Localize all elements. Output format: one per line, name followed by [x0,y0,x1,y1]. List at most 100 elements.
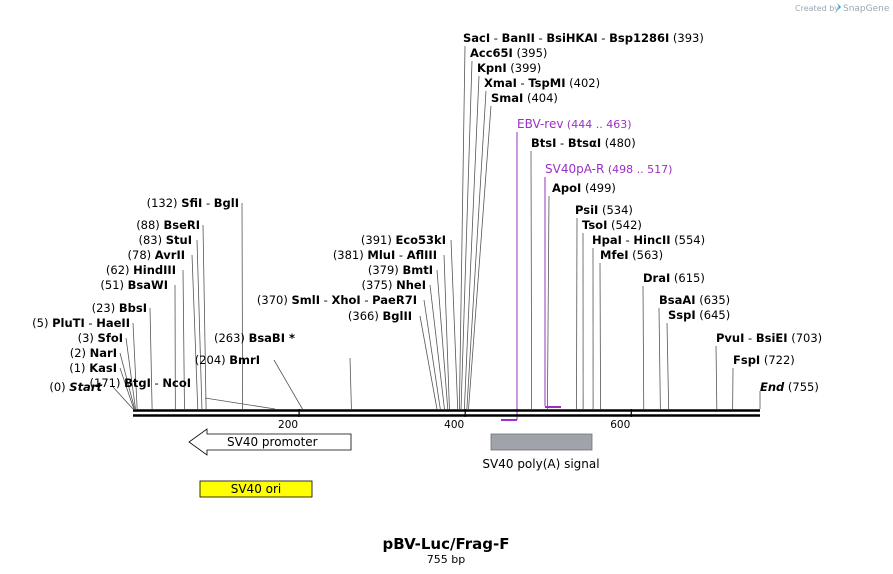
site-label[interactable]: (51) BsaWI [100,278,168,292]
site-label[interactable]: (171) BtgI - NcoI [90,376,191,390]
site-labels: (1) KasI(2) NarI(3) SfoI(5) PluTI - HaeI… [32,31,822,394]
site-label[interactable]: ApoI (499) [552,181,616,195]
site-label[interactable]: (132) SfiI - BglI [147,196,239,210]
snapgene-logo-icon [837,3,841,11]
connector-line [666,322,670,410]
site-label[interactable]: FspI (722) [733,353,795,367]
site-label[interactable]: BsaAI (635) [659,293,730,307]
site-label[interactable]: (3) SfoI [78,331,123,345]
site-label[interactable]: HpaI - HincII (554) [592,233,705,247]
site-label[interactable]: (88) BseRI [136,218,200,232]
enzyme-bgli: BglI [214,196,239,210]
enzyme-tsoi: TsoI [582,218,607,232]
site-label[interactable]: SmaI (404) [491,91,558,105]
site-label[interactable]: (375) NheI [362,278,426,292]
connector-line [715,345,718,410]
site-label[interactable]: (379) BmtI [368,263,433,277]
connector-line [191,254,199,410]
connector-line [202,224,207,410]
site-label[interactable]: PsiI (534) [575,203,633,217]
site-label[interactable]: (391) Eco53kI [361,233,446,247]
site-label[interactable]: (1) KasI [69,361,117,375]
site-position: (51) [100,278,127,292]
primer-label[interactable]: EBV-rev (444 .. 463) [517,117,632,131]
site-position: (404) [523,91,558,105]
sv40-polya-feature[interactable]: SV40 poly(A) signal [482,433,600,471]
sv40-polya-label: SV40 poly(A) signal [482,457,599,471]
sv40-ori-feature[interactable]: SV40 ori [199,480,313,498]
site-label[interactable]: TsoI (542) [582,218,642,232]
site-label[interactable]: (83) StuI [138,233,192,247]
site-label[interactable]: (62) HindIII [106,263,176,277]
site-label[interactable]: XmaI - TspMI (402) [484,76,600,90]
site-position: (703) [788,331,823,345]
enzyme-pluti: PluTI [52,316,85,330]
connector-line [450,239,459,410]
enzyme-kpni: KpnI [477,61,507,75]
enzyme-bsaai: BsaAI [659,293,696,307]
site-position: (3) [78,331,98,345]
enzyme-banii: BanII [502,31,535,45]
connector-line [119,352,136,410]
site-position: (393) [669,31,704,45]
site-separator: - [517,76,528,90]
site-position: (5) [32,316,52,330]
site-label[interactable]: (263) BsaBI * [214,331,295,345]
connector-line [458,45,466,410]
sv40-promoter-label: SV40 promoter [227,435,318,449]
enzyme-smai: SmaI [491,91,523,105]
site-separator: - [151,376,162,390]
site-position: (499) [581,181,616,195]
site-separator: - [490,31,501,45]
site-label[interactable]: PvuI - BsiEI (703) [716,331,822,345]
site-separator: - [535,31,546,45]
site-separator: - [744,331,755,345]
site-label[interactable]: (381) MluI - AflIII [333,248,437,262]
site-label[interactable]: (366) BglII [348,309,412,323]
connector-line [149,307,153,410]
connector-line [182,269,185,410]
site-position: (722) [760,353,795,367]
enzyme-nari: NarI [90,346,117,360]
enzyme-psii: PsiI [575,203,598,217]
enzyme-sfii: SfiI [181,196,202,210]
site-position: (645) [696,308,731,322]
site-label[interactable]: SacI - BanII - BsiHKAI - Bsp1286I (393) [463,31,704,45]
site-position: (88) [136,218,163,232]
connector-line [204,397,276,410]
connector-line [423,299,441,410]
connector-line [468,105,492,410]
connector-line [599,262,601,410]
site-label[interactable]: MfeI (563) [600,248,663,262]
site-position: (542) [607,218,642,232]
primer-range: (444 .. 463) [563,118,631,131]
site-label[interactable]: (23) BbsI [92,301,147,315]
site-label[interactable]: (5) PluTI - HaeII [32,316,130,330]
site-label[interactable]: (370) SmlI - XhoI - PaeR7I [257,293,417,307]
sv40-polya-box[interactable] [490,433,593,451]
site-separator: - [361,293,372,307]
site-label[interactable]: Acc65I (395) [470,46,547,60]
site-label[interactable]: DraI (615) [643,271,705,285]
sv40-promoter-feature[interactable]: SV40 promoter [188,428,352,456]
connector-line [132,322,138,410]
site-label[interactable]: (204) BmrI [195,353,260,367]
sv40-ori-box[interactable] [199,480,313,498]
enzyme-mfei: MfeI [600,248,629,262]
sv40-promoter-arrow[interactable] [188,428,352,456]
enzyme-paer7i: PaeR7I [372,293,417,307]
connector-line [658,307,661,410]
site-label[interactable]: SspI (645) [668,308,730,322]
site-label[interactable]: (78) AvrII [128,248,185,262]
enzyme-xhoi: XhoI [331,293,360,307]
enzyme-afliii: AflIII [407,248,437,262]
site-label[interactable]: KpnI (399) [477,61,541,75]
watermark-text: Created by [795,4,839,13]
enzyme-drai: DraI [643,271,670,285]
connector-line [530,150,533,410]
connector-line [419,315,438,410]
site-label[interactable]: (2) NarI [70,346,117,360]
primer-label[interactable]: SV40pA-R (498 .. 517) [545,162,672,176]
site-label[interactable]: BtsI - BtsαI (480) [531,136,636,150]
site-separator: - [202,196,213,210]
